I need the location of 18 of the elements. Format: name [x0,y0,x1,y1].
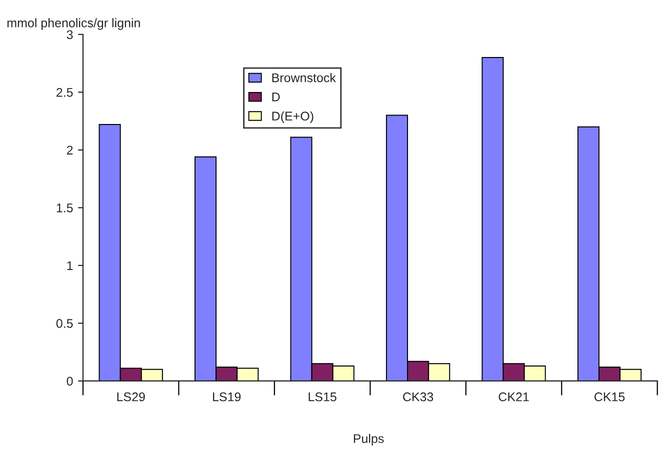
y-tick-label: 1 [67,261,73,270]
y-tick-label: 0 [66,376,73,386]
x-tick-label: CK33 [403,392,434,402]
legend-label: D(E+O) [272,111,314,123]
y-tick-label: 3 [66,30,73,40]
y-tick-label: 0.5 [56,319,73,328]
x-axis-title: Pulps [354,434,384,446]
y-tick-label: 1.5 [56,204,73,212]
y-tick-label: 2.5 [56,88,73,97]
x-tick-label: CK21 [498,392,529,402]
legend-label: Brownstock [272,73,336,82]
legend-label: D [272,92,280,102]
y-tick-label: 2 [66,146,73,154]
x-tick-label: LS19 [213,392,241,402]
x-tick-label: LS29 [117,392,145,402]
x-tick-label: LS15 [308,392,336,402]
y-axis-title: mmol phenolics/gr lignin [7,18,140,30]
x-tick-label: CK15 [594,392,625,402]
